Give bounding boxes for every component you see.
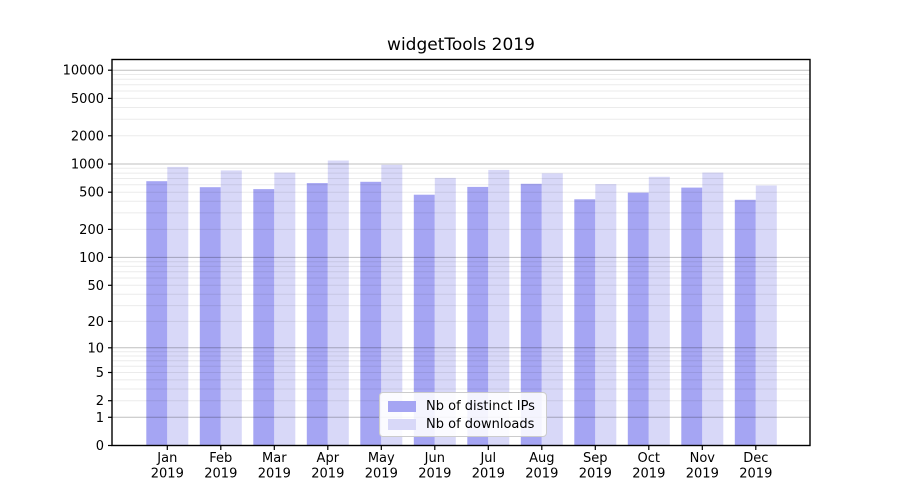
bar-distinct-ips-apr bbox=[306, 183, 328, 446]
x-tick-label: Sep 2019 bbox=[579, 451, 612, 482]
x-tick-label: May 2019 bbox=[365, 451, 398, 482]
y-tick-label: 0 bbox=[96, 439, 104, 454]
bar-distinct-ips-feb bbox=[199, 187, 221, 446]
bar-downloads-jul bbox=[488, 169, 510, 446]
x-tick-label: Apr 2019 bbox=[311, 451, 344, 482]
bar-distinct-ips-nov bbox=[681, 187, 703, 446]
x-tick-label: Jul 2019 bbox=[472, 451, 505, 482]
y-tick-label: 10000 bbox=[63, 64, 104, 79]
bar-downloads-jan bbox=[167, 166, 189, 446]
legend-item-downloads: Nb of downloads bbox=[388, 416, 538, 432]
y-tick-label: 1 bbox=[96, 411, 104, 426]
legend-label-distinct-ips: Nb of distinct IPs bbox=[426, 398, 535, 414]
bar-downloads-sep bbox=[595, 184, 617, 446]
bar-distinct-ips-aug bbox=[520, 183, 542, 446]
y-tick-label: 200 bbox=[79, 223, 104, 238]
y-tick-label: 500 bbox=[79, 186, 104, 201]
bar-distinct-ips-dec bbox=[734, 199, 756, 446]
x-tick-label: Feb 2019 bbox=[204, 451, 237, 482]
y-tick-label: 50 bbox=[87, 279, 104, 294]
y-tick-label: 2000 bbox=[71, 129, 104, 144]
legend-item-distinct-ips: Nb of distinct IPs bbox=[388, 398, 538, 414]
y-tick-label: 2 bbox=[96, 394, 104, 409]
bar-distinct-ips-may bbox=[360, 181, 382, 446]
x-tick-label: Aug 2019 bbox=[525, 451, 558, 482]
y-tick-label: 1000 bbox=[71, 158, 104, 173]
bar-distinct-ips-oct bbox=[627, 192, 649, 446]
y-tick-label: 5000 bbox=[71, 92, 104, 107]
bar-downloads-jun bbox=[434, 177, 456, 446]
y-tick-label: 10 bbox=[87, 341, 104, 356]
legend: Nb of distinct IPs Nb of downloads bbox=[379, 392, 547, 437]
bar-distinct-ips-mar bbox=[253, 189, 275, 446]
legend-label-downloads: Nb of downloads bbox=[426, 416, 535, 432]
x-tick-label: Mar 2019 bbox=[258, 451, 291, 482]
bar-distinct-ips-jan bbox=[146, 181, 168, 446]
bar-distinct-ips-jun bbox=[413, 194, 435, 446]
bar-downloads-feb bbox=[220, 170, 242, 446]
bar-downloads-aug bbox=[541, 173, 563, 446]
x-tick-label: Jan 2019 bbox=[151, 451, 184, 482]
x-tick-label: Nov 2019 bbox=[686, 451, 719, 482]
bar-downloads-nov bbox=[702, 172, 724, 446]
bar-downloads-apr bbox=[327, 160, 349, 446]
x-tick-label: Oct 2019 bbox=[632, 451, 665, 482]
y-tick-label: 100 bbox=[79, 251, 104, 266]
bar-downloads-mar bbox=[274, 172, 296, 446]
x-tick-label: Dec 2019 bbox=[739, 451, 772, 482]
bar-distinct-ips-jul bbox=[467, 186, 489, 446]
y-tick-label: 20 bbox=[87, 315, 104, 330]
chart-title: widgetTools 2019 bbox=[387, 35, 535, 55]
legend-swatch-distinct-ips bbox=[388, 400, 416, 412]
plot-border bbox=[111, 58, 811, 447]
bar-downloads-oct bbox=[648, 176, 670, 446]
y-tick-label: 5 bbox=[96, 366, 104, 381]
bar-downloads-dec bbox=[755, 185, 777, 446]
legend-swatch-downloads bbox=[388, 418, 416, 430]
x-tick-label: Jun 2019 bbox=[418, 451, 451, 482]
bar-distinct-ips-sep bbox=[574, 199, 596, 446]
bar-downloads-may bbox=[381, 164, 403, 446]
